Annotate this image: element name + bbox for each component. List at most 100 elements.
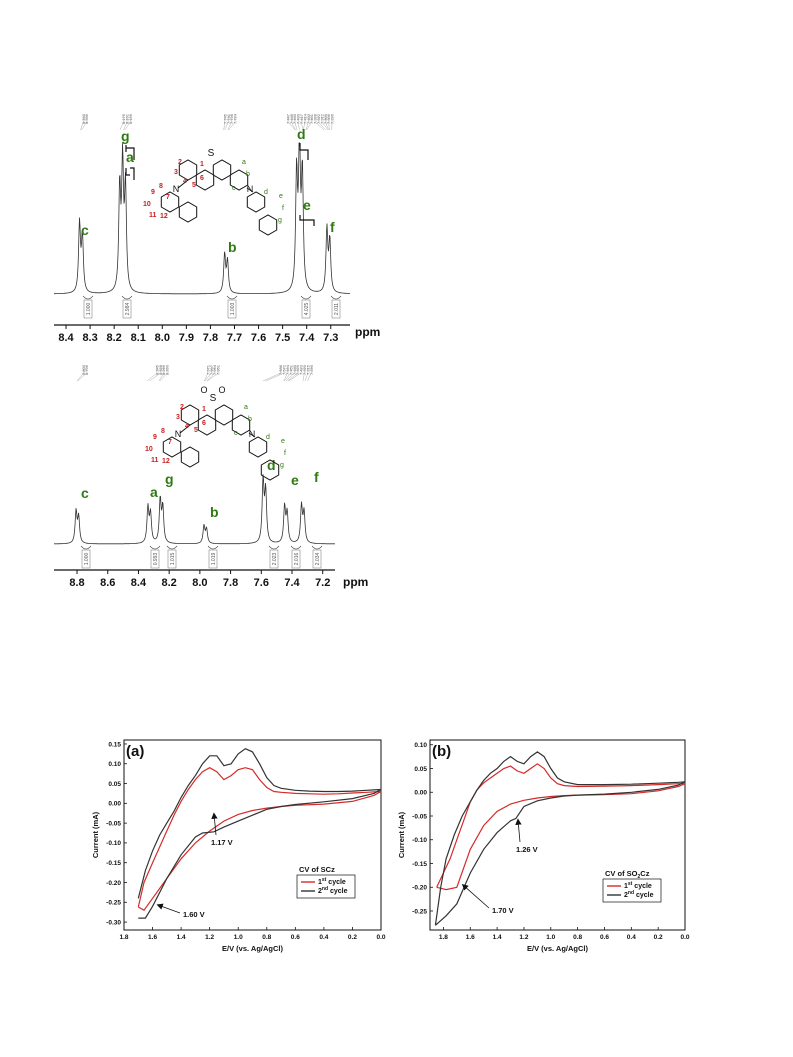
cv-annotation-2: 1.70 V [492,906,514,915]
legend-entry-main: 1 [624,883,628,890]
molecule-proton-letter: c [234,430,238,437]
shift-leader [287,116,296,131]
molecule-atom-number: 5 [192,182,196,189]
nmr1-tick-label: 7.8 [203,332,218,344]
shift-leader [204,367,209,382]
integral-box [122,299,132,319]
nmr1-peak-label-g: g [121,128,130,144]
cv-x-tick-label: 1.4 [493,934,502,941]
shift-leader [283,367,288,382]
cv-annotation-1: 1.26 V [516,845,538,854]
molecule-proton-letter: f [284,450,286,457]
legend-entry-sup: st [322,877,327,883]
molecule-proton-letter: g [278,217,282,224]
cv-y-axis-label: Current (mA) [397,811,406,858]
nmr1-tick-label: 7.6 [251,332,266,344]
cv-legend-title: CV of SCz [299,865,335,874]
legend-title-main: CV of SO [605,869,638,878]
molecule-atom-number: 2 [180,404,184,411]
molecule-atom-number: 2 [178,159,182,166]
molecule-proton-letter: f [282,205,284,212]
nmr2-peak-label-e: e [291,472,299,488]
cv-y-tick-label: 0.00 [108,801,121,808]
molecule-atom-number: 3 [176,414,180,421]
shift-leader [81,116,87,131]
molecule-proton-letter: b [246,171,250,178]
shift-leader [306,116,312,131]
integral-value: 2.984 [125,303,131,316]
legend-entry-main: 2 [318,888,322,895]
cv-legend-entry-1: 1st cycle [624,881,652,890]
integral-curve [149,545,161,550]
cv-annotation-1: 1.17 V [211,838,233,847]
molecule-oxygen: O [200,385,207,395]
nmr1-tick-label: 8.2 [107,332,122,344]
cv-x-tick-label: 1.8 [439,934,448,941]
molecule-ring [162,436,182,458]
cv-panel-a: 1.8 1.6 1.4 1.2 1.0 0.8 0.6 0.4 0.2 0.0 0.15 0.10 0.… [91,739,386,953]
integral-box [291,549,301,569]
integral-box [312,549,322,569]
molecule-nitrogen: N [173,184,180,194]
legend-entry-main: 1 [318,879,322,886]
nmr1-peak-label-b: b [228,239,237,255]
cv-annotation-arrow [515,818,522,843]
nmr1-tick-label: 7.9 [179,332,194,344]
nmr1-tick-group: 8.4 8.3 8.2 8.1 8.0 7.9 7.8 7.7 7.6 7.5 7.4 7.3 [58,325,338,344]
shift-leader [224,116,229,131]
cv-panel-label: (b) [432,743,451,760]
shift-leader [285,367,295,382]
shift-leader [123,116,128,131]
legend-title-rest: Cz [640,869,649,878]
cv-y-tick-label: -0.10 [106,840,121,847]
molecule-atom-number: 6 [202,420,206,427]
molecule-proton-letter: a [244,404,248,411]
cv-y-tick-label: -0.05 [412,813,427,820]
legend-title-sub: 2 [638,874,641,880]
cv-x-tick-label: 0.8 [573,934,582,941]
nmr1-tick-label: 8.3 [82,332,97,344]
cv-x-tick-label: 0.6 [291,934,300,941]
molecule-atom-number: 8 [159,183,163,190]
molecule-atom-number: 9 [153,434,157,441]
molecule-proton-letter: e [281,438,285,445]
molecule-oxygen: O [218,385,225,395]
shift-leader [305,116,309,131]
cv-x-tick-label: 1.4 [177,934,186,941]
cv-x-axis-label: E/V (vs. Ag/AgCl) [222,944,283,953]
cv-x-tick-label: 1.8 [119,934,128,941]
shift-leader [302,367,305,382]
cv-x-tick-label: 1.2 [205,934,214,941]
integral-curve [290,545,302,550]
integral-value: 1.003 [230,303,236,316]
molecule-nitrogen: N [175,429,182,439]
cv-x-tick-label: 0.2 [348,934,357,941]
integral-value: 0.993 [153,553,159,566]
molecule-proton-letter: d [264,189,268,196]
molecule-ring [178,201,198,223]
molecule-proton-letter: c [232,185,236,192]
nmr1-peak-label-c: c [81,222,89,238]
shift-leader [207,367,219,382]
cv-y-tick-label: 0.00 [414,790,427,797]
cv-annotation-arrow [461,883,490,909]
integral-curve [311,545,323,550]
nmr2-tick-group: 8.8 8.6 8.4 8.2 8.0 7.8 7.6 7.4 7.2 [69,570,330,589]
cv-y-tick-label: -0.20 [412,885,427,892]
cv-y-tick-label: -0.05 [106,820,121,827]
cv-x-tick-label: 0.8 [262,934,271,941]
cv-annotation-arrow [156,903,181,914]
nmr2-tick-label: 7.2 [315,577,330,589]
molecule-atom-number: 3 [174,169,178,176]
molecule-atom-number: 1 [200,161,204,168]
nmr2-tick-label: 8.0 [192,577,207,589]
shift-leader [304,367,309,382]
nmr1-unit-label: ppm [355,325,380,339]
molecule-ring [195,169,215,191]
integral-box [150,549,160,569]
nmr2-peak-label-f: f [314,469,319,485]
